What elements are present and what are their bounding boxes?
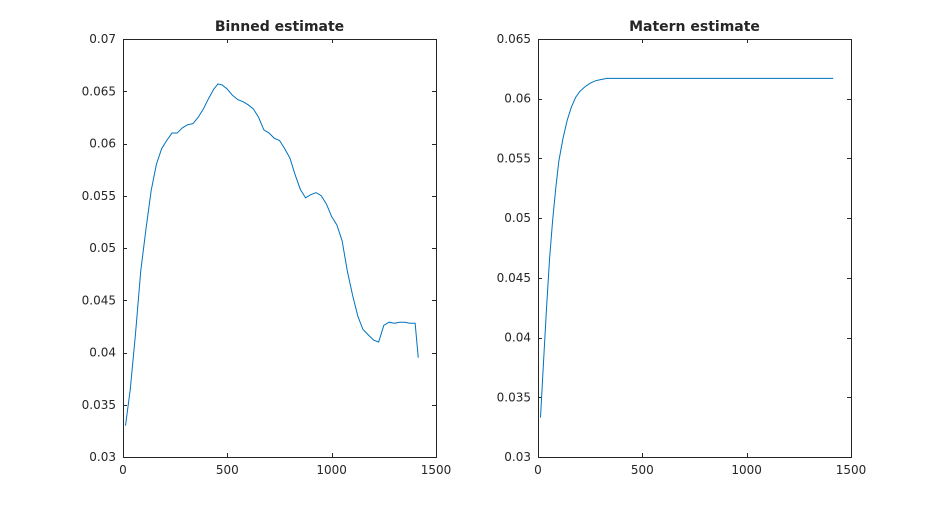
chart-0-title: Binned estimate: [215, 19, 344, 35]
chart-1-x-tick-label: 1000: [731, 463, 762, 477]
chart-0-y-tick-label: 0.07: [89, 32, 116, 46]
chart-0-x-tick-label: 1500: [421, 463, 452, 477]
matern-estimate-panel: 0 500 1000 1500 0.03 0.035 0.04 0.045 0.05 0.055 0…: [497, 19, 867, 477]
chart-0-y-tick-label: 0.06: [89, 137, 116, 151]
chart-0-axes-box: [123, 39, 437, 458]
chart-1-x-tick-label: 500: [631, 463, 654, 477]
chart-1-x-tick-label: 1500: [836, 463, 867, 477]
chart-1-y-tick-label: 0.035: [497, 390, 531, 404]
chart-1-y-tick-label: 0.055: [497, 151, 531, 165]
chart-0-y-tick-label: 0.055: [82, 189, 116, 203]
chart-1-y-tick-label: 0.06: [504, 92, 531, 106]
chart-0-x-tick-label: 0: [119, 463, 127, 477]
chart-1-title: Matern estimate: [629, 19, 760, 35]
chart-1-y-tick-label: 0.05: [504, 211, 531, 225]
chart-1-y-tick-label: 0.045: [497, 271, 531, 285]
chart-0-y-tick-label: 0.065: [82, 84, 116, 98]
chart-1-axes-box: [538, 39, 852, 458]
chart-0-y-tick-label: 0.03: [89, 450, 116, 464]
chart-0-y-tick-label: 0.05: [89, 241, 116, 255]
chart-0-y-tick-label: 0.04: [89, 346, 116, 360]
binned-estimate-panel: 0 500 1000 1500 0.03 0.035 0.04 0.045 0.05 0.055 0…: [82, 19, 452, 477]
chart-1-y-tick-label: 0.065: [497, 32, 531, 46]
chart-1-series-line: [540, 77, 834, 418]
chart-1-x-tick-label: 0: [534, 463, 542, 477]
chart-1-y-tick-label: 0.03: [504, 450, 531, 464]
chart-0-y-tick-label: 0.035: [82, 398, 116, 412]
chart-0-x-tick-label: 500: [216, 463, 239, 477]
chart-0-series-line: [125, 83, 419, 426]
chart-1-y-tick-label: 0.04: [504, 331, 531, 345]
chart-0-y-tick-label: 0.045: [82, 293, 116, 307]
chart-0-x-tick-label: 1000: [316, 463, 347, 477]
